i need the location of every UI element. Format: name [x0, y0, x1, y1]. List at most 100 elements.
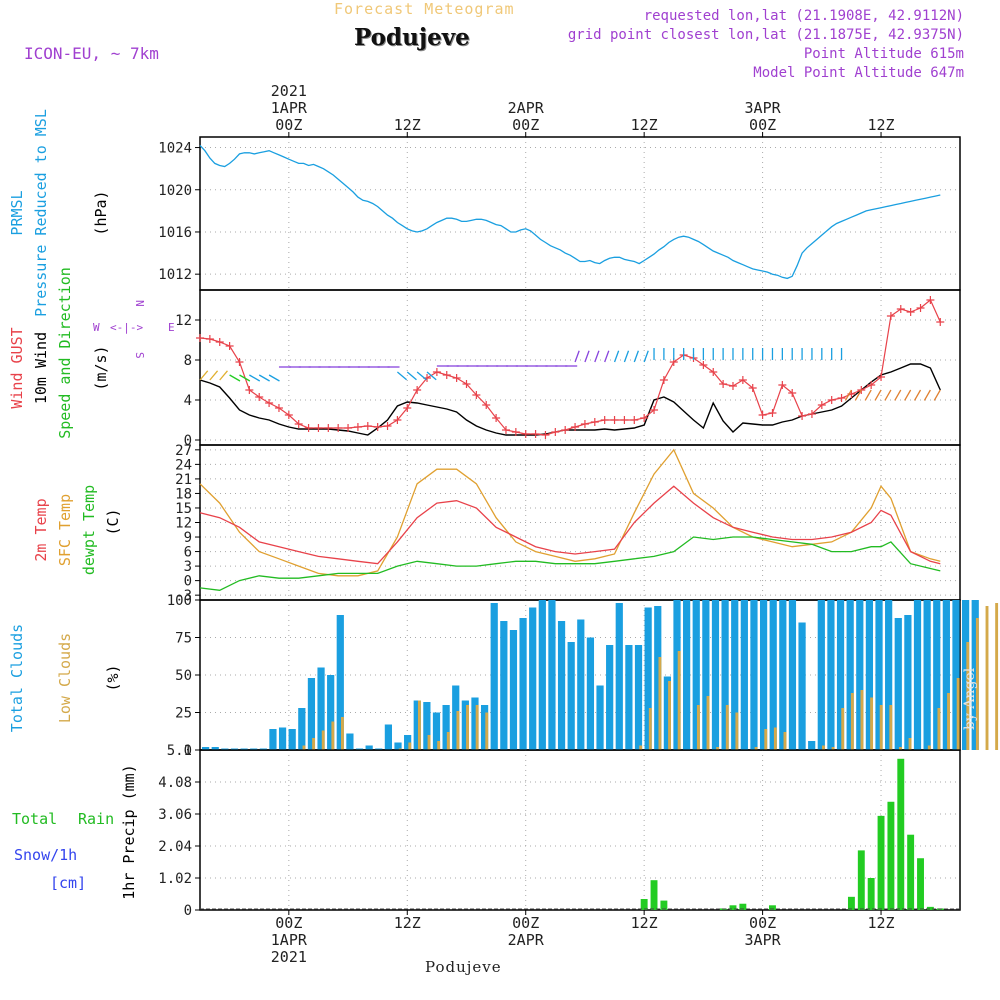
total-cloud-bar — [250, 748, 258, 750]
bottom-time-label: 12Z — [867, 914, 894, 932]
total-cloud-bar — [317, 667, 325, 750]
gust-marker — [877, 373, 886, 381]
label-precip-mm: 1hr Precip (mm) — [120, 764, 138, 899]
total-cloud-bar — [971, 600, 979, 750]
gust-marker — [413, 386, 422, 394]
y-tick-label: 75 — [175, 631, 192, 647]
gust-marker — [205, 335, 214, 343]
rain-bar — [877, 815, 885, 910]
total-cloud-bar — [683, 600, 691, 750]
gust-marker — [383, 422, 392, 430]
total-cloud-bar — [327, 675, 335, 750]
wind-speed-line — [199, 363, 941, 436]
y-tick-label: 50 — [175, 668, 192, 684]
bottom-time-label: 00Z — [512, 914, 539, 932]
label-total: Total — [12, 810, 57, 828]
requested-coords: requested lon,lat (21.1908E, 42.9112N) — [643, 8, 964, 24]
total-cloud-bar — [817, 600, 825, 750]
total-cloud-bar — [779, 600, 787, 750]
gust-marker — [284, 411, 293, 419]
gust-line — [199, 299, 941, 436]
gust-marker — [906, 308, 915, 316]
page-title: Podujeve — [354, 24, 470, 51]
total-cloud-bar — [211, 747, 219, 750]
low-cloud-bar — [947, 693, 950, 750]
gust-marker — [758, 411, 767, 419]
low-cloud-bar — [648, 708, 652, 750]
total-cloud-bar — [529, 607, 537, 750]
total-cloud-bar — [952, 600, 960, 750]
gust-marker — [650, 406, 659, 414]
gust-marker — [373, 423, 382, 431]
top-time-label: 12Z — [867, 116, 894, 134]
low-cloud-bar — [870, 697, 874, 750]
wind-direction-arrow — [874, 389, 882, 401]
y-tick-label: 0 — [184, 743, 192, 759]
gust-marker — [837, 394, 846, 402]
y-tick-label: 25 — [175, 706, 192, 722]
wind-direction-arrow — [613, 350, 620, 363]
y-tick-label: 27 — [175, 443, 192, 459]
wind-direction-arrow — [933, 389, 941, 401]
wind-direction-arrow — [219, 370, 228, 381]
wind-direction-arrow — [209, 370, 219, 381]
total-cloud-bar — [490, 603, 498, 750]
rain-bar — [897, 758, 905, 910]
total-cloud-bar — [663, 676, 671, 750]
total-cloud-bar — [298, 708, 306, 750]
low-cloud-bar — [302, 745, 306, 750]
top-time-label: 2021 — [271, 82, 307, 100]
gust-marker — [452, 374, 461, 382]
sfc-temp-line — [199, 448, 941, 577]
gust-marker — [620, 416, 629, 424]
y-tick-label: 4 — [184, 393, 192, 409]
supertitle: Forecast Meteogram — [334, 0, 515, 18]
y-tick-label: 0 — [184, 433, 192, 449]
gust-marker — [926, 296, 935, 304]
label-hpa: (hPa) — [92, 190, 110, 235]
gust-marker — [304, 424, 313, 432]
gust-marker — [610, 416, 619, 424]
wind-direction-arrow — [913, 389, 922, 401]
total-cloud-bar — [355, 748, 364, 750]
gust-marker — [393, 416, 402, 424]
total-cloud-bar — [740, 600, 748, 750]
gust-marker — [768, 409, 777, 417]
rain-bar — [887, 801, 895, 910]
top-time-label: 12Z — [631, 116, 658, 134]
low-cloud-bar — [783, 732, 787, 750]
total-cloud-bar — [538, 600, 546, 750]
gust-marker — [659, 376, 668, 384]
model-label: ICON-EU, ~ 7km — [24, 44, 159, 63]
y-tick-label: 3 — [184, 559, 192, 575]
gust-marker — [827, 396, 836, 404]
bottom-time-label: 12Z — [394, 914, 421, 932]
y-tick-label: 0 — [184, 574, 192, 590]
gust-marker — [235, 358, 244, 366]
model-altitude: Model Point Altitude 647m — [753, 65, 964, 81]
wind-direction-arrow — [268, 374, 280, 382]
gust-marker — [590, 418, 599, 426]
total-cloud-bar — [336, 615, 344, 750]
low-cloud-bar — [341, 717, 344, 750]
low-cloud-bar — [927, 745, 931, 750]
gust-marker — [867, 381, 876, 389]
total-cloud-bar — [721, 600, 729, 750]
low-cloud-bar — [956, 678, 960, 750]
rain-bar — [660, 900, 668, 910]
gust-marker — [403, 404, 412, 412]
total-cloud-bar — [461, 700, 469, 750]
total-cloud-bar — [904, 615, 912, 750]
gust-marker — [314, 424, 323, 432]
point-altitude: Point Altitude 615m — [803, 46, 964, 62]
temp-2m-line — [199, 485, 941, 565]
gust-marker — [778, 381, 787, 389]
y-tick-label: 12 — [175, 516, 192, 532]
rain-bar — [917, 858, 924, 910]
total-cloud-bar — [644, 607, 652, 750]
total-cloud-bar — [894, 618, 902, 750]
wind-direction-arrow — [844, 389, 852, 401]
rain-bar — [739, 903, 747, 910]
label-prmsl: PRMSL — [8, 190, 26, 235]
wind-direction-arrow — [396, 371, 408, 381]
